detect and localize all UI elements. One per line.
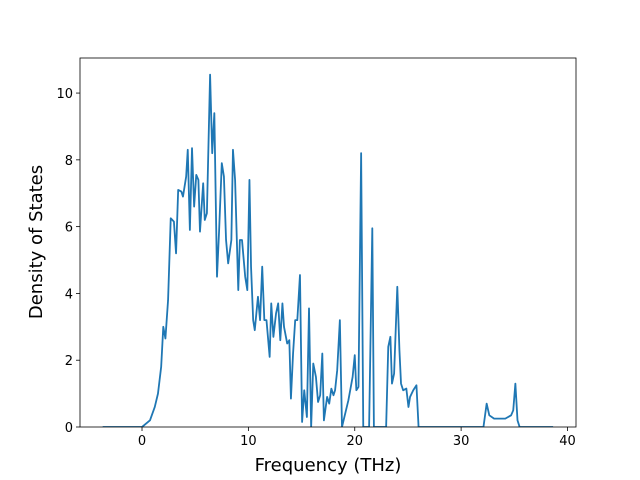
y-tick-label: 0 bbox=[65, 421, 73, 436]
y-tick-label: 8 bbox=[65, 154, 73, 169]
x-tick-label: 40 bbox=[559, 434, 576, 449]
x-tick-label: 10 bbox=[240, 434, 257, 449]
x-tick-label: 30 bbox=[453, 434, 470, 449]
x-tick-label: 0 bbox=[138, 434, 146, 449]
y-tick-label: 10 bbox=[56, 87, 73, 102]
data-line bbox=[102, 73, 554, 427]
y-tick-label: 6 bbox=[65, 221, 73, 236]
y-axis-label: Density of States bbox=[26, 165, 47, 319]
axes-frame bbox=[79, 57, 577, 428]
y-tick-label: 2 bbox=[65, 354, 73, 369]
x-tick-label: 20 bbox=[346, 434, 363, 449]
y-tick-label: 4 bbox=[65, 287, 73, 302]
x-axis-label: Frequency (THz) bbox=[255, 455, 402, 476]
